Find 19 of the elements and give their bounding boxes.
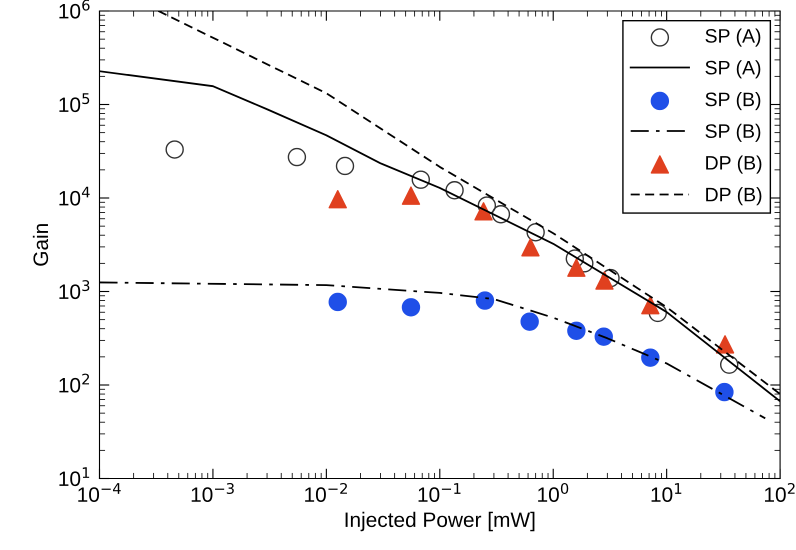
y-axis-title: Gain — [32, 224, 48, 266]
x-tick-label: 10$^{−3}$ — [192, 482, 234, 502]
y-tick-label: 10$^{4}$ — [59, 186, 90, 206]
y-tick-label: 10$^{3}$ — [59, 280, 90, 300]
y-tick-label: 10$^{2}$ — [59, 374, 90, 393]
legend-label: SP (B) — [705, 124, 760, 142]
y-tick-label: 10$^{5}$ — [59, 93, 90, 112]
x-tick-label: 10$^{−1}$ — [418, 483, 460, 502]
legend-label: DP (B) — [706, 155, 762, 174]
y-tick-label: 10$^{6}$ — [59, 0, 90, 19]
x-tick-label: 10$^{2}$ — [765, 482, 795, 502]
legend-label: DP (B) — [706, 187, 762, 206]
x-tick-label: 10$^{1}$ — [652, 483, 682, 502]
x-tick-label: 10$^{−2}$ — [305, 482, 347, 502]
legend-label: SP (B) — [705, 92, 760, 110]
legend-label: SP (A) — [705, 60, 760, 78]
legend-label: SP (A) — [705, 28, 760, 47]
x-tick-label: 10$^{0}$ — [538, 482, 568, 502]
x-axis-title: Injected Power [mW] — [346, 512, 534, 532]
